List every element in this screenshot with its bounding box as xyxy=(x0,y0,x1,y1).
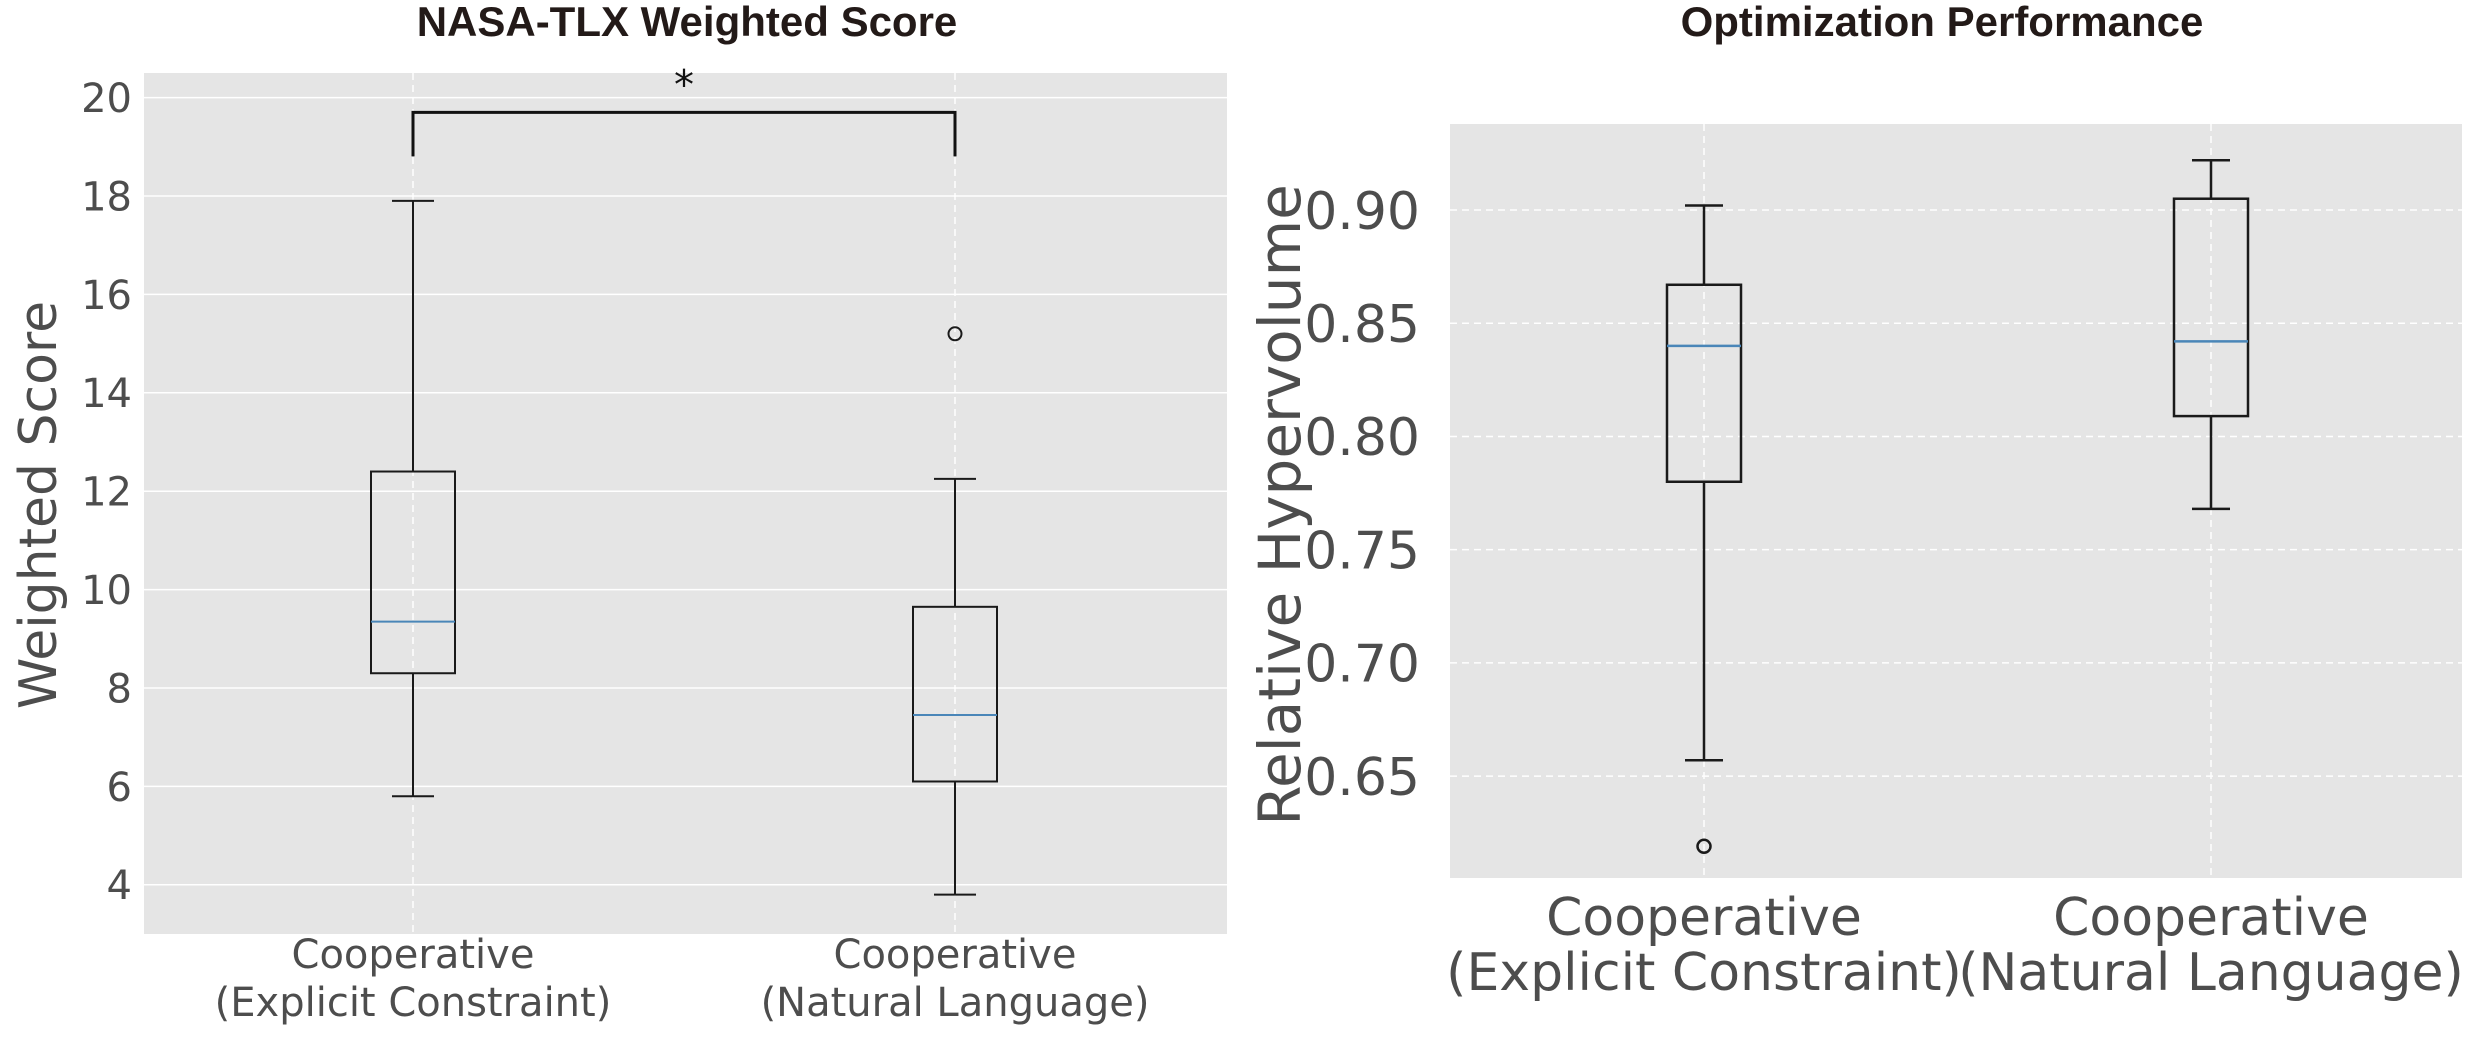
box-iqr xyxy=(370,470,456,675)
y-axis-label-optimization: Relative Hypervolume xyxy=(1246,184,1314,825)
outlier-point xyxy=(1696,838,1712,855)
y-ticks-optimization: 0.65 0.70 0.75 0.80 0.85 0.90 xyxy=(1304,182,1420,808)
x-tick-label: Cooperative xyxy=(1546,888,1862,948)
y-tick-label: 0.65 xyxy=(1304,748,1420,808)
y-tick-label: 8 xyxy=(107,666,132,712)
outlier-point xyxy=(947,326,963,342)
y-tick-label: 10 xyxy=(81,568,132,614)
significance-line xyxy=(411,110,957,157)
y-ticks-nasa-tlx: 4 6 8 10 12 14 16 18 20 xyxy=(81,76,132,909)
y-tick-label: 0.80 xyxy=(1304,408,1420,468)
chart-title-optimization: Optimization Performance xyxy=(1681,0,2204,45)
boxes-optimization xyxy=(1665,158,2250,855)
y-tick-label: 6 xyxy=(107,765,132,811)
y-tick-label: 16 xyxy=(81,273,132,319)
box-plot xyxy=(2172,158,2250,511)
y-tick-label: 14 xyxy=(81,371,132,417)
x-tick-label: (Explicit Constraint) xyxy=(215,980,612,1026)
x-labels-optimization: Cooperative(Explicit Constraint)Cooperat… xyxy=(1446,888,2464,1003)
box-iqr xyxy=(1665,283,1743,484)
y-tick-label: 0.90 xyxy=(1304,182,1420,242)
box-plot xyxy=(1665,204,1743,855)
plot-area-optimization xyxy=(1450,124,2462,878)
y-tick-label: 0.75 xyxy=(1304,521,1420,581)
box-plot xyxy=(370,199,456,798)
boxes-nasa-tlx xyxy=(370,199,998,896)
x-tick-label: (Explicit Constraint) xyxy=(1446,943,1962,1003)
x-tick-label: (Natural Language) xyxy=(761,980,1150,1026)
plot-area-nasa-tlx xyxy=(144,73,1227,934)
chart-title-nasa-tlx: NASA-TLX Weighted Score xyxy=(417,0,958,45)
x-tick-label: (Natural Language) xyxy=(1958,943,2464,1003)
significance-bracket: * xyxy=(411,62,957,157)
grid-nasa-tlx xyxy=(144,73,1227,934)
y-tick-label: 0.85 xyxy=(1304,295,1420,355)
chart-optimization: 0.650.700.750.800.850.90 Cooperative(Exp… xyxy=(1246,0,2464,1003)
box-iqr xyxy=(2172,197,2250,418)
x-tick-label: Cooperative xyxy=(292,932,535,978)
y-tick-label: 20 xyxy=(81,76,132,122)
x-tick-label: Cooperative xyxy=(834,932,1077,978)
y-axis-label-nasa-tlx: Weighted Score xyxy=(9,301,69,709)
y-tick-label: 18 xyxy=(81,174,132,220)
x-tick-label: Cooperative xyxy=(2053,888,2369,948)
y-tick-label: 0.70 xyxy=(1304,635,1420,695)
significance-marker: * xyxy=(674,62,694,108)
box-iqr xyxy=(912,605,998,783)
y-tick-label: 12 xyxy=(81,470,132,516)
box-plot xyxy=(912,326,998,896)
y-tick-label: 4 xyxy=(107,863,132,909)
x-labels-nasa-tlx: Cooperative(Explicit Constraint)Cooperat… xyxy=(215,932,1150,1026)
